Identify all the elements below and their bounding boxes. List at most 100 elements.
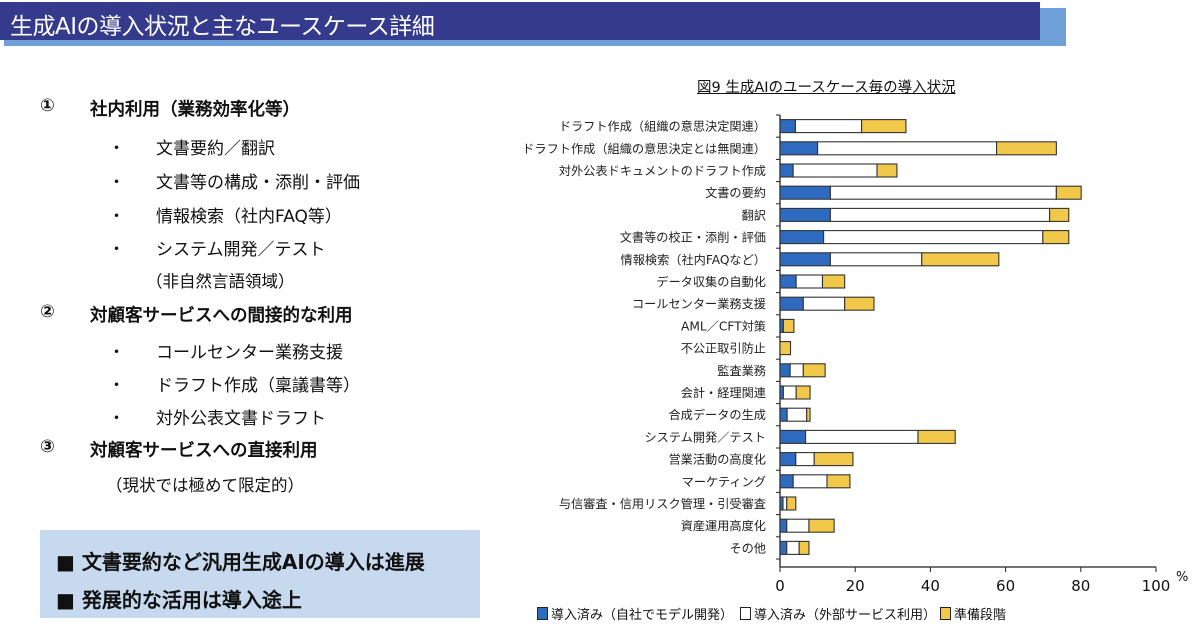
bar-segment-in-house [779,407,788,422]
category-label: 不公正取引防止 [681,341,766,356]
bar-segment-external [789,363,804,378]
bar-segment-external [782,496,788,511]
callout-line: ■ 文書要約など汎用生成AIの導入は進展 [56,550,425,574]
bar-segment-in-house [779,163,794,178]
bar-segment-in-house [779,141,819,156]
category-label: 資産運用高度化 [681,518,766,533]
legend-swatch-icon [740,607,751,620]
bullet-icon: ・ [108,240,125,260]
x-axis-unit: % [1176,570,1188,585]
legend-label: 準備段階 [954,608,1007,623]
category-label: 文書の要約 [705,185,766,200]
bar-segment-external [795,452,815,467]
legend-item-in-house: 導入済み（自社でモデル開発） [537,604,733,623]
section-note: （非自然言語領域） [146,272,295,291]
bar-segment-preparing [921,252,1000,267]
bar-segment-preparing [779,341,792,356]
category-label: 営業活動の高度化 [669,452,767,467]
bar-segment-external [786,407,808,422]
category-label: ドラフト作成（組織の意思決定関連） [559,119,766,134]
bar-segment-in-house [779,429,807,444]
section-number: ② [40,302,55,322]
bar-segment-in-house [779,207,831,222]
category-label: システム開発／テスト [644,430,766,444]
section-note: （現状では極めて限定的） [106,476,304,495]
category-label: コールセンター業務支援 [632,297,766,311]
bar-segment-preparing [917,429,956,444]
bar-segment-preparing [861,119,907,134]
header-bar: 生成AIの導入状況と主なユースケース詳細 [0,2,1040,40]
x-tick-label: 40 [921,577,940,595]
x-tick-label: 80 [1071,577,1090,595]
bar-segment-preparing [844,296,875,311]
bar-segment-external [792,163,878,178]
bullet-icon: ・ [108,376,125,396]
section-label: 対顧客サービスへの直接利用 [90,441,318,461]
bar-segment-external [817,141,998,156]
bullet-icon: ・ [108,207,125,227]
bar-segment-in-house [779,119,796,134]
x-tick-label: 100 [1142,577,1171,595]
callout-line: ■ 発展的な活用は導入途上 [56,588,302,612]
bar-segment-external [782,385,797,400]
chart-title: 図9 生成AIのユースケース毎の導入状況 [697,80,956,96]
category-label: 情報検索（社内FAQなど） [621,252,766,267]
legend-item-external: 導入済み（外部サービス利用） [740,604,936,623]
bullet-icon: ・ [108,343,125,363]
bullet-icon: ・ [108,173,125,193]
page-title: 生成AIの導入状況と主なユースケース詳細 [10,14,435,40]
bar-segment-in-house [779,318,784,333]
category-label: 監査業務 [717,363,766,378]
bar-segment-preparing [996,141,1057,156]
bar-segment-external [805,429,919,444]
legend-label: 導入済み（自社でモデル開発） [551,608,734,623]
x-tick-label: 20 [846,577,865,595]
section-label: 社内利用（業務効率化等） [90,100,300,120]
category-label: 与信審査・信用リスク管理・引受審査 [559,496,766,511]
category-label: 会計・経理関連 [681,385,766,400]
bar-segment-external [792,474,828,489]
legend-item-preparing: 準備段階 [940,604,1006,623]
bar-segment-preparing [826,474,851,489]
bar-segment-preparing [876,163,898,178]
bar-segment-in-house [779,185,831,200]
category-label: 翻訳 [742,207,766,222]
category-label: AML／CFT対策 [681,318,766,333]
category-label: 対外公表ドキュメントのドラフト作成 [559,164,766,178]
bar-segment-external [794,119,863,134]
section-number: ③ [40,437,55,457]
bar-segment-in-house [779,230,825,245]
bar-segment-external [786,518,810,533]
bar-segment-external [795,274,824,289]
bar-segment-in-house [779,496,784,511]
bar-segment-preparing [813,452,854,467]
category-label: 文書等の校正・添削・評価 [620,230,766,245]
bar-segment-in-house [779,296,804,311]
bar-segment-in-house [779,252,831,267]
bar-segment-in-house [779,452,797,467]
bar-segment-preparing [798,540,810,555]
x-tick-label: 60 [996,577,1015,595]
category-label: データ収集の自動化 [656,274,766,289]
bar-segment-in-house [779,518,788,533]
bullet-icon: ・ [108,139,125,159]
bar-segment-external [829,185,1057,200]
bar-segment-preparing [782,318,795,333]
legend-swatch-icon [537,607,548,620]
category-label: 合成データの生成 [669,407,767,422]
bar-segment-external [823,230,1044,245]
bar-segment-preparing [786,496,797,511]
section-label: 対顧客サービスへの間接的な利用 [90,306,353,326]
bar-segment-preparing [802,363,826,378]
x-tick-label: 0 [775,577,785,595]
bar-segment-external [786,540,800,555]
bar-segment-preparing [821,274,846,289]
bar-segment-in-house [779,474,794,489]
category-label: マーケティング [682,475,766,489]
bar-segment-preparing [795,385,811,400]
bar-segment-in-house [779,274,797,289]
bar-segment-preparing [1055,185,1082,200]
category-label: ドラフト作成（組織の意思決定とは無関連） [522,141,766,156]
summary-callout: ■ 文書要約など汎用生成AIの導入は進展 ■ 発展的な活用は導入途上 [40,530,480,618]
bar-segment-external [829,207,1051,222]
